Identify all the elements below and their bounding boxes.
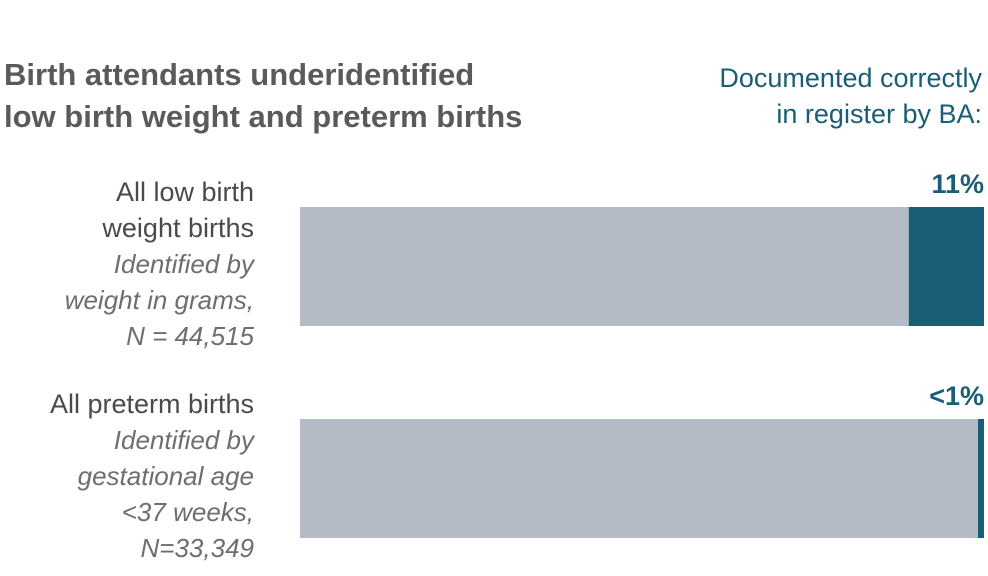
category-detail-line: Identified by (113, 249, 254, 279)
legend: Documented correctly in register by BA: (622, 60, 982, 132)
data-label-1: <1% (929, 381, 984, 411)
category-name-line: All preterm births (49, 389, 254, 419)
category-name-line: All low birth (115, 177, 254, 207)
bar-documented-1 (978, 419, 984, 538)
category-detail-line: N = 44,515 (126, 321, 254, 351)
chart-title-line-1: Birth attendants underidentified (4, 57, 475, 92)
category-detail-line: gestational age (77, 461, 254, 491)
category-detail-line: N=33,349 (140, 533, 254, 563)
category-detail-line: weight in grams, (64, 285, 254, 315)
category-detail-line: <37 weeks, (121, 497, 254, 527)
bar-documented-0 (908, 207, 984, 326)
chart-title: Birth attendants underidentified low bir… (4, 54, 604, 138)
category-label-preterm: All preterm births Identified by gestati… (0, 386, 254, 566)
legend-line-1: Documented correctly (719, 63, 982, 93)
chart-title-line-2: low birth weight and preterm births (4, 99, 523, 134)
category-name-line: weight births (102, 213, 254, 243)
bar-remainder-0 (300, 207, 909, 326)
category-label-low-birth-weight: All low birth weight births Identified b… (0, 174, 254, 354)
category-detail-line: Identified by (113, 425, 254, 455)
legend-line-2: in register by BA: (776, 99, 982, 129)
bar-remainder-1 (300, 419, 978, 538)
data-label-0: 11% (931, 169, 984, 199)
